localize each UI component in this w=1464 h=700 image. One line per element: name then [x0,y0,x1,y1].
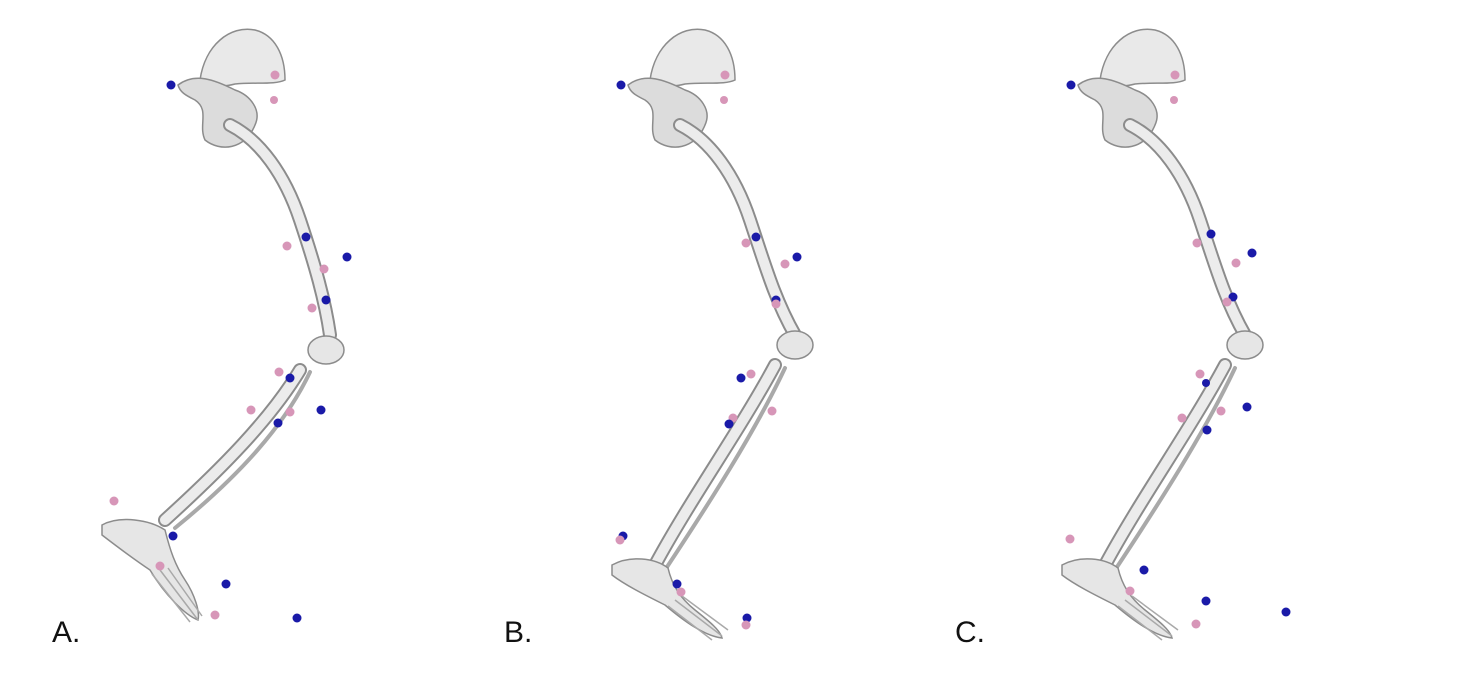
fibula [1113,366,1237,572]
blue-marker [1206,229,1216,239]
skeleton-figure-c [1061,28,1291,641]
blue-marker [616,80,626,90]
blue-marker [1247,248,1257,258]
foot [1061,558,1173,639]
pink-marker [720,96,728,104]
blue-marker [273,418,283,428]
blue-marker [1242,402,1252,412]
pink-marker [741,238,751,248]
blue-marker [316,405,326,415]
panel-a: A. [0,0,488,700]
pink-marker [270,70,280,80]
fibula [173,370,312,530]
panel-label: B. [504,616,533,649]
femur [223,118,337,342]
blue-marker [736,373,746,383]
panel-label: A. [52,616,81,649]
pink-marker [1191,619,1201,629]
pink-marker [720,70,730,80]
blue-marker [672,579,682,589]
panel-label: C. [955,616,985,649]
pink-marker [741,620,751,630]
leg-skeleton [1061,28,1264,641]
blue-marker [321,295,331,305]
pink-marker [282,241,292,251]
blue-marker [168,531,178,541]
pink-marker [780,259,790,269]
blue-marker [792,252,802,262]
femur-inner [225,120,335,340]
skeleton-figure-b [611,28,814,641]
pink-marker [676,587,686,597]
blue-marker [1066,80,1076,90]
pink-marker [307,303,317,313]
pink-marker [246,405,256,415]
pink-marker [270,96,278,104]
pink-marker [1065,534,1075,544]
pink-marker [155,561,165,571]
pink-marker [1222,297,1232,307]
blue-marker [301,232,311,242]
leg-skeleton [611,28,814,641]
pink-marker [1170,70,1180,80]
knee-joint [776,330,814,360]
blue-marker [221,579,231,589]
pink-marker [319,264,329,274]
pink-marker [274,367,284,377]
markers [109,70,352,623]
blue-marker [1281,607,1291,617]
tibia-inner [160,365,305,525]
tibia-inner [1100,360,1230,570]
toes [151,567,203,623]
pink-marker [210,610,220,620]
panel-c: C. [900,0,1388,700]
pink-marker [746,369,756,379]
blue-marker [751,232,761,242]
pink-marker [1192,238,1202,248]
blue-marker [1202,379,1210,387]
toes [667,595,729,641]
knee-joint [1226,330,1264,360]
pink-marker [285,407,295,417]
pink-marker [771,299,781,309]
pink-marker [109,496,119,506]
pink-marker [1125,586,1135,596]
blue-marker [292,613,302,623]
tibia-inner [650,360,780,570]
pink-marker [1195,369,1205,379]
pink-marker [767,406,777,416]
pink-marker [1216,406,1226,416]
pink-marker [1177,413,1187,423]
foot [101,518,200,622]
blue-marker [1201,596,1211,606]
blue-marker [724,419,734,429]
markers [615,70,802,630]
pink-marker [1170,96,1178,104]
blue-marker [285,373,295,383]
pink-marker [1231,258,1241,268]
blue-marker [742,613,752,623]
blue-marker [1228,292,1238,302]
toes [1117,595,1179,641]
panel-b: B. [450,0,938,700]
fibula [663,366,787,572]
foot [611,558,723,639]
leg-skeleton [101,28,345,623]
blue-marker [166,80,176,90]
pink-marker [615,535,625,545]
markers [1065,70,1291,629]
knee-joint [307,335,345,365]
skeleton-figure-a [101,28,352,623]
blue-marker [1202,425,1212,435]
blue-marker [342,252,352,262]
blue-marker [1139,565,1149,575]
